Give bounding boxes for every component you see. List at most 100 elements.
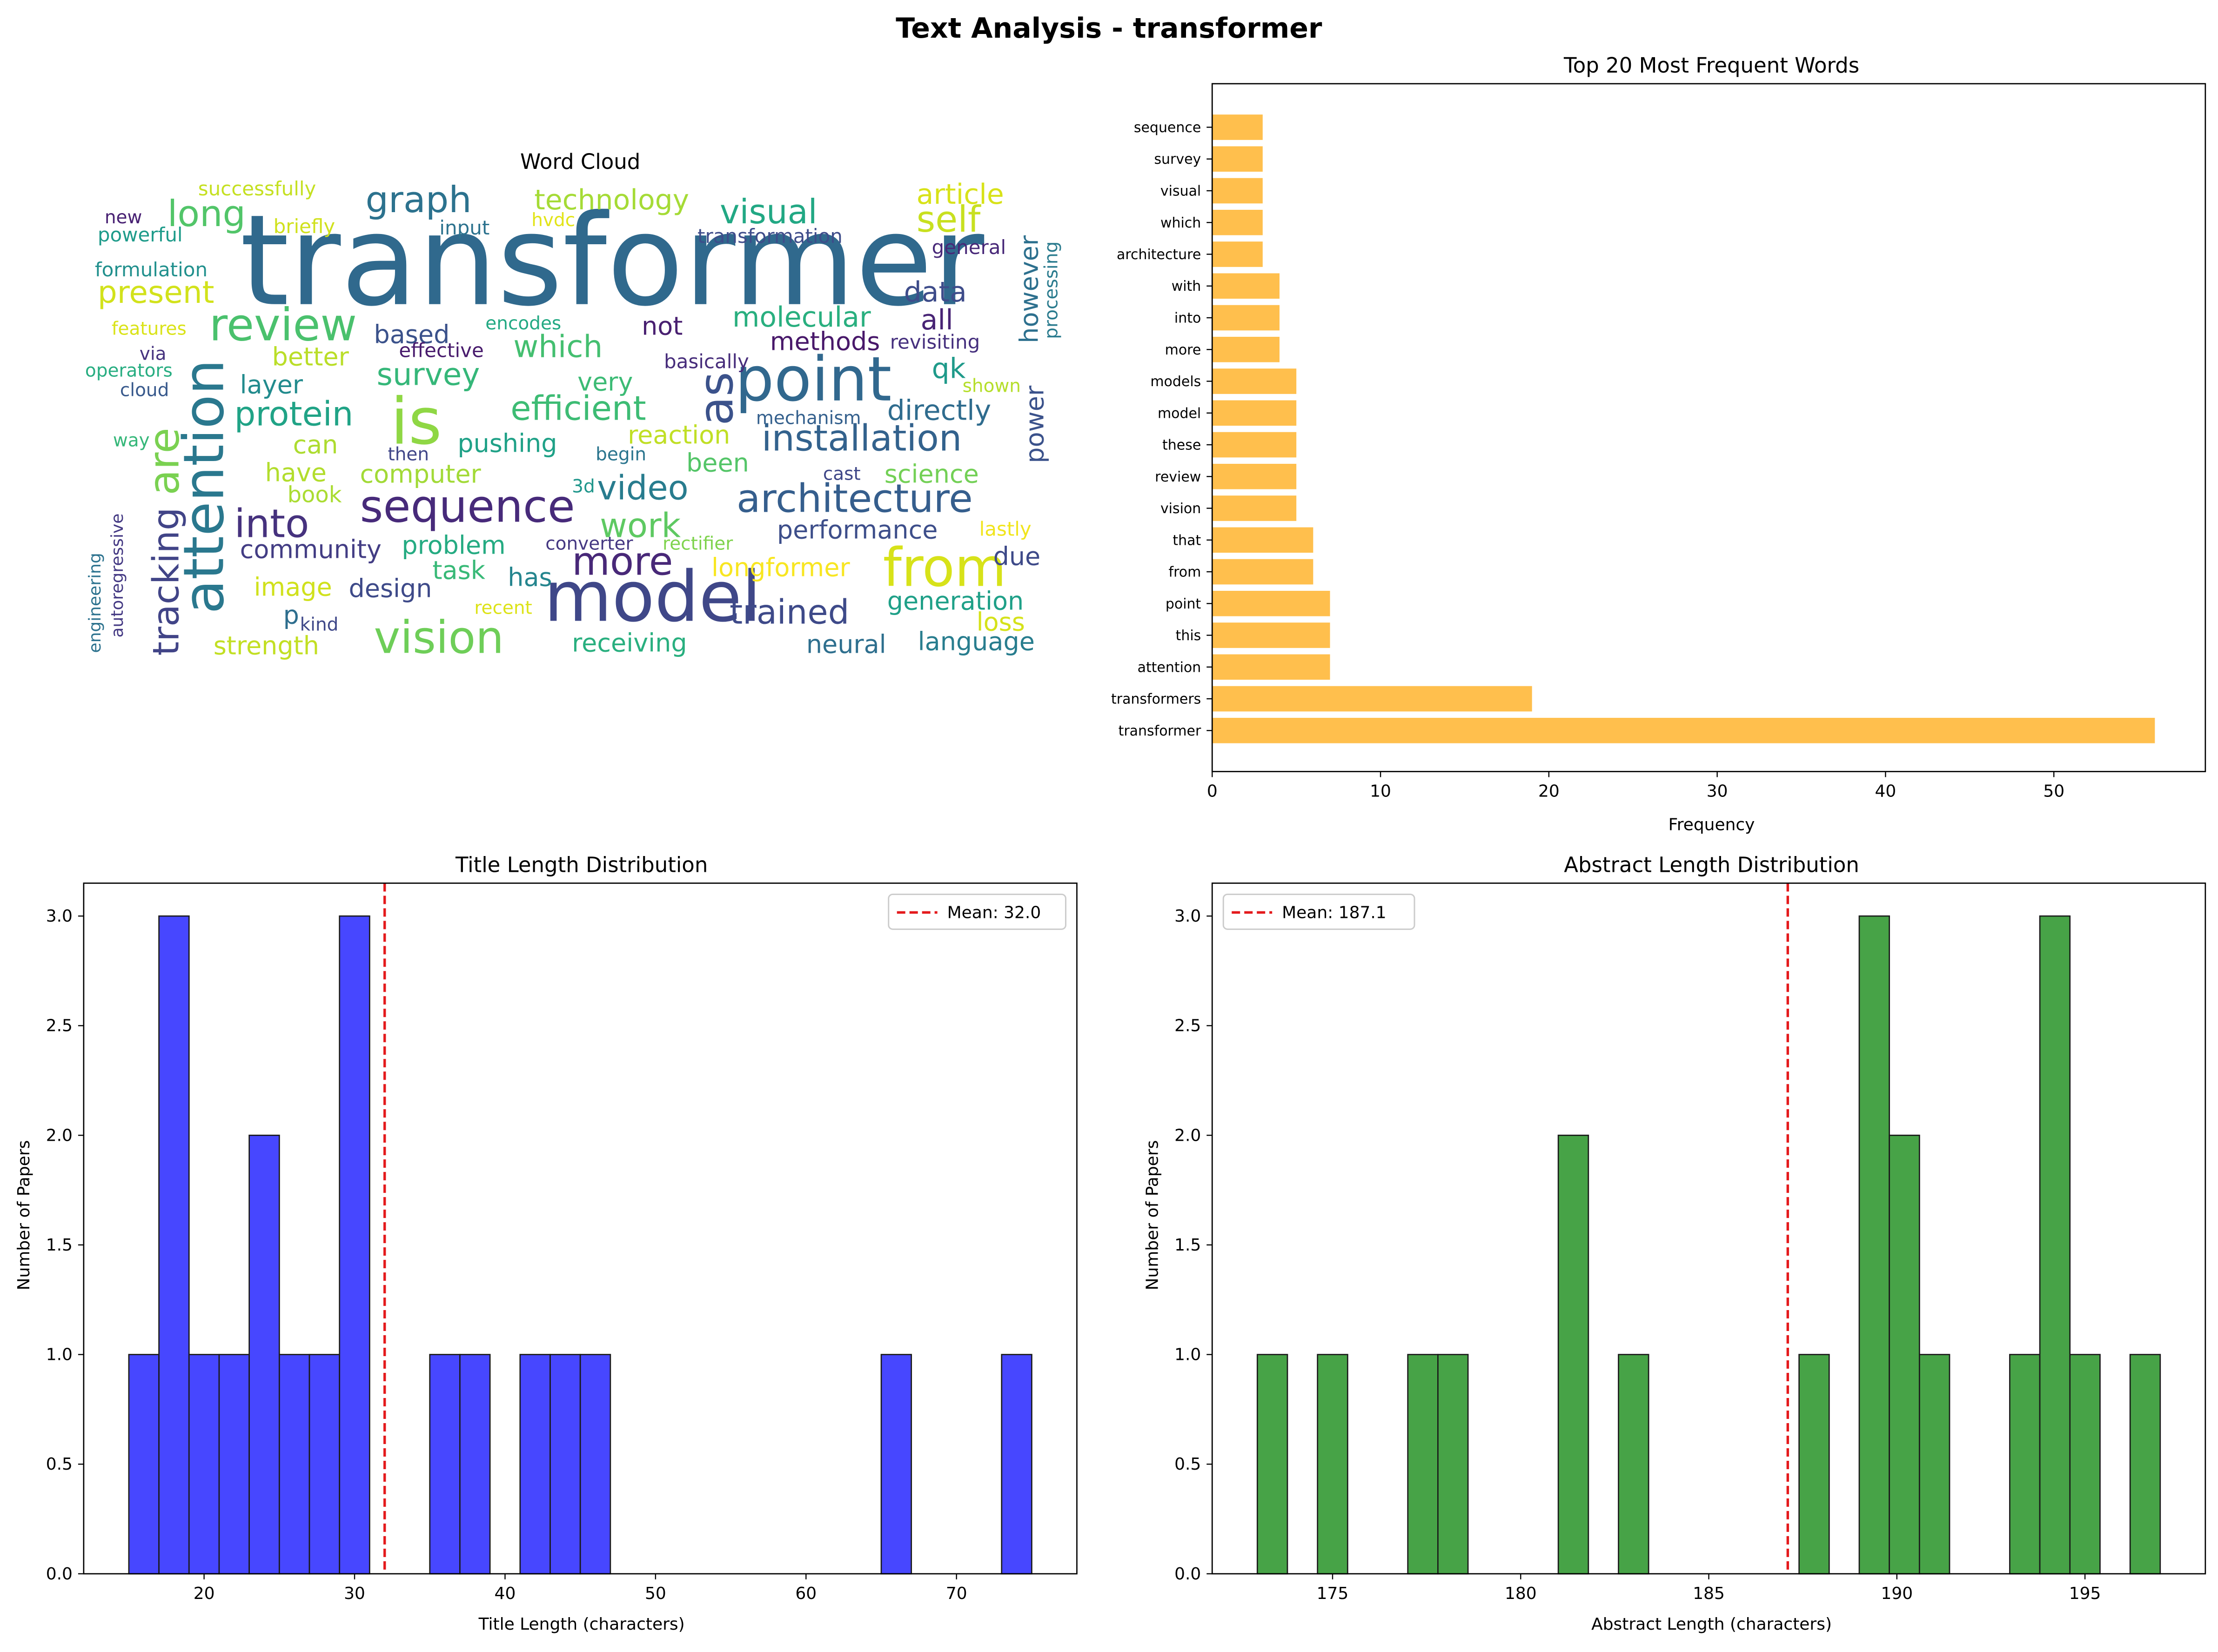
- y-tick-label: vision: [1160, 501, 1201, 517]
- word-cloud-word: encodes: [485, 313, 561, 334]
- word-cloud-word: recent: [474, 598, 532, 619]
- y-tick-label: 2.5: [46, 1017, 73, 1036]
- word-cloud-word: via: [140, 344, 167, 365]
- abstract-length-legend: Mean: 187.1: [1222, 893, 1415, 930]
- histogram-bar: [1798, 1354, 1830, 1575]
- bar: [1212, 336, 1280, 362]
- bar: [1212, 654, 1330, 680]
- word-cloud-word: book: [288, 482, 342, 508]
- word-cloud-word: installation: [762, 418, 962, 460]
- histogram-bar: [339, 915, 370, 1575]
- word-cloud-word: design: [348, 574, 432, 603]
- word-cloud-word: more: [572, 539, 673, 584]
- word-cloud-word: vision: [374, 612, 504, 664]
- word-cloud-word: present: [98, 274, 214, 310]
- histogram-bar: [1557, 1134, 1589, 1575]
- abstract-length-marks: 175 180 185 190 195 0.0 0.5 1.0 1.5 2.0 2.5 3.0: [1174, 883, 2206, 1603]
- plot-frame: [1211, 883, 2206, 1575]
- word-cloud-word: effective: [399, 339, 483, 362]
- word-cloud-word: problem: [402, 531, 505, 560]
- word-cloud-word: self: [917, 199, 981, 241]
- word-cloud-word: longformer: [711, 553, 850, 582]
- histogram-bar: [1317, 1354, 1348, 1575]
- word-cloud-word: all: [921, 304, 953, 336]
- word-cloud-word: input: [439, 216, 489, 239]
- bar: [1212, 273, 1280, 299]
- word-cloud-word: model: [544, 557, 761, 638]
- word-cloud-word: powerful: [98, 223, 183, 246]
- word-cloud-word: receiving: [572, 629, 687, 658]
- word-cloud-word: has: [508, 563, 552, 592]
- frequent-words-marks: transformer transformers attention this poin…: [1111, 83, 2206, 801]
- plot-frame: [83, 883, 1078, 1575]
- word-cloud-word: power: [1020, 385, 1050, 463]
- word-cloud-word: operators: [85, 361, 173, 381]
- word-cloud-word: autoregressive: [108, 514, 127, 638]
- histogram-bar: [1256, 1354, 1288, 1575]
- word-cloud-word: layer: [240, 370, 303, 400]
- word-cloud-word: not: [642, 312, 683, 341]
- histogram-bar: [2069, 1354, 2101, 1575]
- x-tick-label: 0: [1207, 782, 1218, 801]
- y-tick-label: point: [1166, 596, 1201, 612]
- x-tick-label: 30: [344, 1584, 365, 1603]
- bar: [1212, 209, 1263, 235]
- x-tick-label: 20: [194, 1584, 215, 1603]
- bar: [1212, 432, 1297, 458]
- histogram-bar: [459, 1354, 491, 1575]
- y-tick-label: model: [1158, 405, 1201, 421]
- y-tick-label: which: [1160, 215, 1201, 231]
- word-cloud-word: lastly: [979, 518, 1032, 541]
- word-cloud-word: engineering: [86, 553, 105, 653]
- word-cloud-word: methods: [770, 327, 880, 356]
- word-cloud-word: loss: [977, 608, 1025, 637]
- word-cloud-word: pushing: [457, 429, 557, 458]
- histogram-bar: [308, 1354, 341, 1575]
- word-cloud-word: image: [254, 573, 332, 602]
- word-cloud-word: data: [904, 276, 967, 308]
- bar: [1212, 463, 1297, 489]
- x-tick-label: 190: [1881, 1584, 1913, 1603]
- x-tick-label: 50: [645, 1584, 666, 1603]
- x-tick-label: 40: [495, 1584, 516, 1603]
- frequent-words-title: Top 20 Most Frequent Words: [1563, 53, 1859, 78]
- word-cloud-word: revisiting: [890, 331, 980, 354]
- word-cloud-word: general: [932, 236, 1006, 259]
- word-cloud-word: basically: [664, 350, 749, 373]
- histogram-bar: [1918, 1354, 1950, 1575]
- y-tick-label: 3.0: [46, 907, 73, 926]
- frequent-words-xlabel: Frequency: [1669, 815, 1755, 834]
- bar: [1212, 178, 1263, 204]
- histogram-bar: [1858, 915, 1890, 1575]
- bar: [1212, 527, 1313, 553]
- histogram-bar: [278, 1354, 310, 1575]
- histogram-bar: [549, 1354, 581, 1575]
- word-cloud-word: is: [390, 384, 442, 459]
- word-cloud-word: hvdc: [531, 210, 575, 231]
- y-tick-label: 2.0: [1174, 1126, 1201, 1145]
- word-cloud-word: based: [374, 320, 449, 349]
- abstract-length-legend-label: Mean: 187.1: [1282, 903, 1386, 922]
- word-cloud-word: community: [240, 535, 382, 564]
- word-cloud-word: better: [272, 342, 349, 372]
- histogram-bar: [2009, 1354, 2041, 1575]
- word-cloud-word: neural: [806, 630, 886, 659]
- word-cloud-word: can: [293, 430, 338, 460]
- word-cloud-word: language: [918, 627, 1035, 656]
- word-cloud-word: as: [689, 372, 744, 426]
- y-tick-label: into: [1174, 310, 1201, 327]
- y-tick-label: 0.0: [1174, 1565, 1201, 1584]
- histogram-bar: [579, 1354, 611, 1575]
- y-tick-label: transformer: [1119, 723, 1201, 739]
- histogram-bar: [1618, 1354, 1649, 1575]
- x-tick-label: 70: [946, 1584, 967, 1603]
- histogram-bar: [2039, 915, 2071, 1575]
- y-tick-label: 1.5: [1174, 1236, 1201, 1255]
- histogram-bar: [1001, 1354, 1032, 1575]
- word-cloud-word: features: [112, 319, 187, 340]
- y-tick-label: transformers: [1111, 691, 1201, 708]
- histogram-bar: [128, 1354, 160, 1575]
- word-cloud-word: strength: [214, 631, 319, 661]
